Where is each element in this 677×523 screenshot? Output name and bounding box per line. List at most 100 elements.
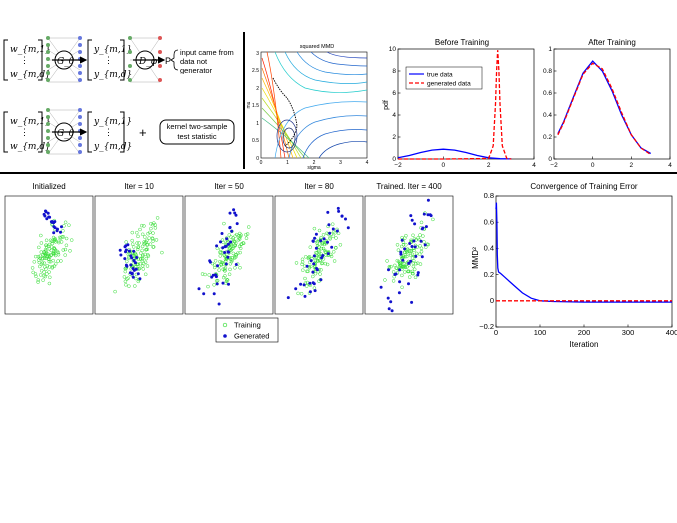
generated-point bbox=[340, 214, 344, 218]
training-point bbox=[37, 260, 42, 265]
training-point bbox=[61, 229, 65, 233]
training-point bbox=[57, 240, 61, 245]
training-point bbox=[151, 231, 155, 235]
generated-point bbox=[407, 261, 411, 265]
generated-point bbox=[401, 258, 405, 262]
training-point bbox=[38, 273, 43, 277]
generated-point bbox=[423, 243, 427, 247]
training-point bbox=[137, 266, 142, 271]
training-point bbox=[234, 241, 238, 245]
training-point bbox=[155, 216, 160, 220]
generated-point bbox=[43, 214, 47, 218]
generated-point bbox=[129, 263, 133, 267]
training-point bbox=[330, 222, 335, 226]
before-ytick-label: 8 bbox=[392, 68, 396, 75]
training-point bbox=[414, 251, 419, 256]
training-point bbox=[319, 246, 324, 251]
training-point bbox=[46, 257, 51, 261]
generated-point bbox=[420, 255, 424, 259]
training-point bbox=[134, 276, 138, 281]
vertical-divider bbox=[243, 32, 245, 169]
training-point bbox=[56, 259, 60, 263]
training-point bbox=[144, 256, 149, 261]
training-point bbox=[320, 242, 324, 247]
before-legend: true data generated data bbox=[405, 66, 483, 90]
training-point bbox=[206, 284, 210, 289]
training-point bbox=[142, 224, 146, 228]
generated-point bbox=[45, 217, 49, 221]
generated-point bbox=[214, 273, 218, 277]
training-point bbox=[42, 253, 47, 258]
generated-point bbox=[416, 273, 420, 277]
after-ytick-label: 0.6 bbox=[543, 90, 552, 97]
scatter-panel bbox=[184, 195, 274, 315]
generated-point bbox=[319, 278, 323, 282]
kernel-box bbox=[159, 119, 235, 145]
training-point bbox=[127, 255, 131, 260]
generated-point bbox=[224, 244, 228, 248]
training-point bbox=[321, 233, 326, 237]
generated-point bbox=[124, 250, 127, 254]
generated-point bbox=[313, 289, 317, 293]
generated-point bbox=[299, 282, 303, 286]
training-point bbox=[412, 267, 417, 272]
after-ytick-label: 0.8 bbox=[543, 68, 552, 75]
training-point bbox=[42, 256, 47, 260]
training-point bbox=[318, 272, 322, 276]
conv-ytick-label: 0.2 bbox=[484, 270, 494, 279]
contour-xtick: 4 bbox=[366, 160, 369, 166]
training-point bbox=[136, 245, 140, 250]
training-point bbox=[315, 241, 319, 246]
contour-xtick: 2 bbox=[313, 160, 316, 166]
generated-point bbox=[136, 272, 140, 276]
training-point bbox=[145, 243, 149, 247]
training-point bbox=[149, 221, 153, 226]
training-point bbox=[58, 236, 63, 240]
training-point bbox=[130, 238, 134, 243]
training-point bbox=[398, 263, 402, 267]
conv-xtick-label: 100 bbox=[534, 328, 547, 337]
training-point bbox=[140, 254, 145, 259]
contour-ytick: 1 bbox=[256, 121, 259, 127]
generated-point bbox=[410, 300, 414, 304]
training-point bbox=[203, 272, 207, 277]
scatter-panel bbox=[4, 195, 94, 315]
kernel-box-text: kernel two-sample test statistic bbox=[166, 122, 228, 141]
training-point bbox=[402, 270, 407, 274]
after-axes bbox=[553, 48, 671, 160]
training-point bbox=[217, 268, 221, 272]
generated-point bbox=[335, 229, 339, 233]
training-point bbox=[127, 284, 131, 288]
before-xtick-label: 0 bbox=[442, 162, 446, 169]
training-point bbox=[231, 236, 235, 240]
training-point bbox=[294, 261, 299, 265]
training-point bbox=[64, 236, 69, 241]
generated-point bbox=[379, 285, 383, 289]
training-point bbox=[51, 235, 56, 240]
generated-point bbox=[313, 236, 317, 240]
contour-xticks: 0 1 2 3 4 bbox=[260, 160, 369, 166]
training-point bbox=[332, 259, 337, 263]
contour-ytick: 2.5 bbox=[252, 68, 259, 74]
training-point bbox=[213, 259, 218, 263]
bottom-generator-label: G_θ bbox=[57, 129, 75, 139]
training-point bbox=[234, 255, 238, 259]
generated-point bbox=[399, 250, 403, 254]
training-point bbox=[42, 274, 46, 278]
training-point bbox=[411, 233, 415, 238]
legend-label-generated: Generated bbox=[234, 332, 269, 341]
training-point bbox=[431, 217, 435, 222]
training-point bbox=[413, 275, 418, 280]
generated-point bbox=[138, 277, 142, 281]
training-point bbox=[307, 260, 312, 265]
generated-point bbox=[226, 250, 230, 254]
training-point bbox=[142, 262, 146, 266]
conv-axes bbox=[495, 195, 673, 328]
training-point bbox=[321, 246, 326, 251]
training-point bbox=[140, 259, 145, 263]
contour-plot: squared MMD 0 1 2 3 4 0 0.5 1 1.5 2 2 bbox=[246, 44, 369, 170]
top-input-d: w_{m,d} bbox=[10, 70, 51, 80]
training-point bbox=[401, 242, 406, 247]
generated-point bbox=[410, 245, 414, 248]
training-point bbox=[47, 247, 52, 251]
